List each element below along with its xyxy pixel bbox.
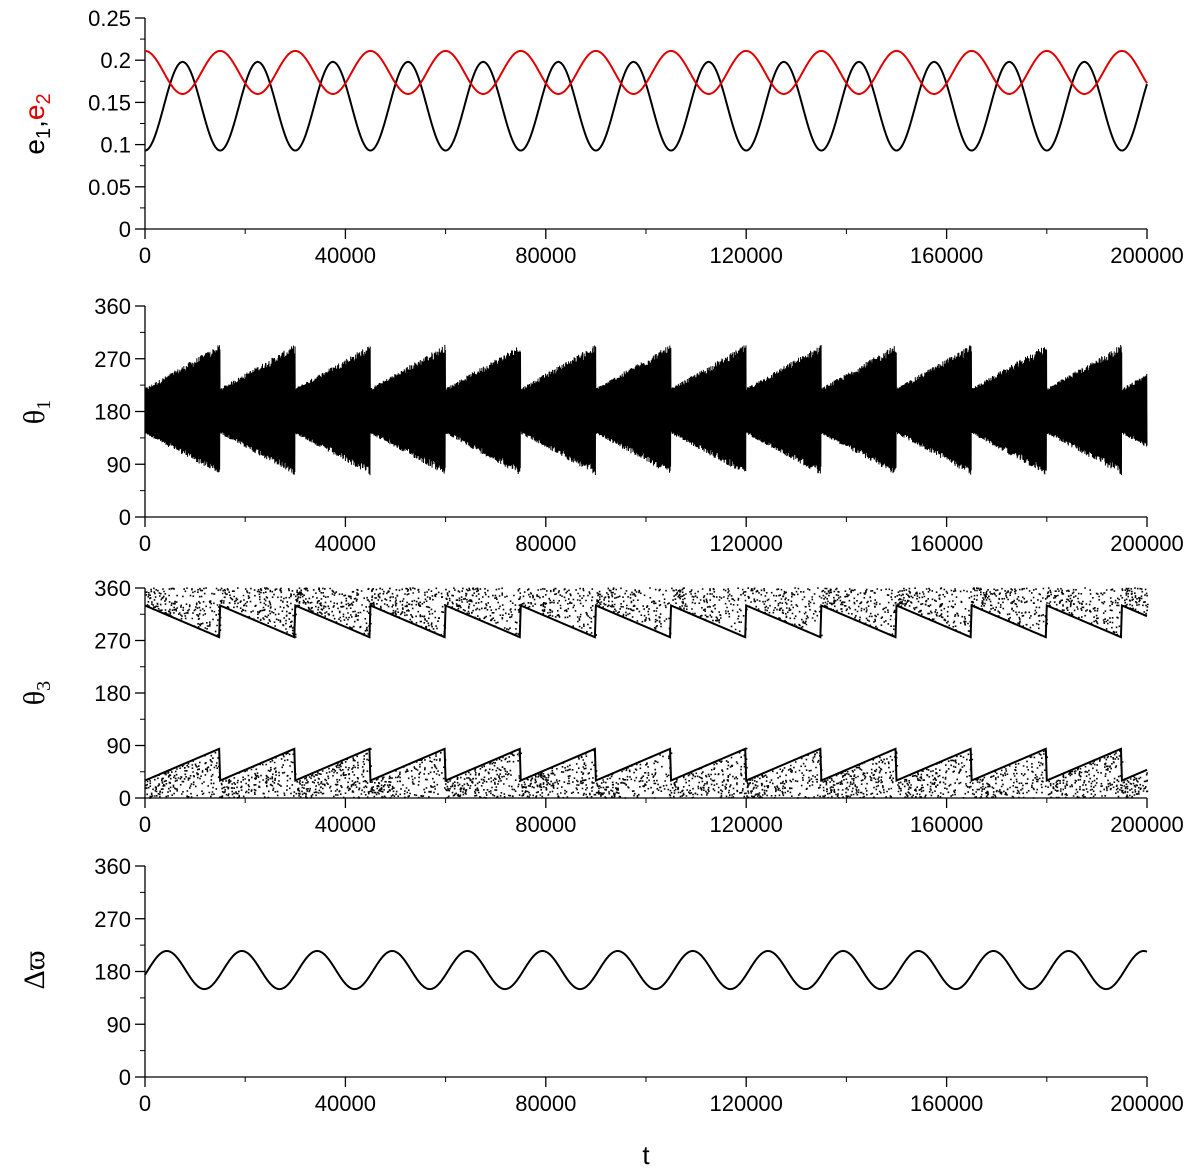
y-tick-label: 360 — [94, 294, 131, 319]
series-line-e2 — [144, 49, 1148, 95]
y-axis-label-delta-varpi: Δϖ — [18, 950, 51, 989]
y-tick-label: 180 — [94, 960, 131, 985]
series-line-delta-varpi — [144, 949, 1148, 991]
x-tick-label: 200000 — [1110, 243, 1183, 268]
y-tick-labels-theta1: 0 90 180 270 360 — [94, 294, 131, 530]
x-tick-label: 160000 — [910, 1091, 983, 1116]
y-axis-label-eccentricity: e1,e2 — [19, 93, 55, 154]
x-tick-label: 120000 — [709, 531, 782, 556]
y-tick-label: 180 — [94, 681, 131, 706]
panel-theta3: 0 90 180 270 360 0 40000 80000 120000 160000 2000… — [18, 576, 1184, 837]
axes-eccentricity — [135, 17, 1148, 239]
x-tick-labels-theta1: 0 40000 80000 120000 160000 200000 — [139, 531, 1184, 556]
y-axis-label-theta3: θ3 — [18, 681, 55, 705]
y-tick-label: 90 — [107, 452, 131, 477]
x-axis-label: t — [642, 1140, 650, 1170]
y-tick-label: 0 — [119, 505, 131, 530]
ylabel-e2-sub: 2 — [33, 93, 55, 104]
x-tick-label: 40000 — [315, 243, 376, 268]
x-tick-label: 200000 — [1110, 1091, 1183, 1116]
x-tick-label: 200000 — [1110, 531, 1183, 556]
y-tick-labels-theta3: 0 90 180 270 360 — [94, 576, 131, 811]
series-delta-varpi — [144, 949, 1148, 991]
x-tick-label: 120000 — [709, 1091, 782, 1116]
y-tick-label: 270 — [94, 629, 131, 654]
y-tick-labels-delta-varpi: 0 90 180 270 360 — [94, 854, 131, 1090]
y-tick-label: 90 — [107, 1012, 131, 1037]
series-theta3 — [144, 587, 1149, 799]
x-tick-label: 160000 — [910, 243, 983, 268]
x-tick-labels-eccentricity: 0 40000 80000 120000 160000 200000 — [139, 243, 1184, 268]
ylabel-theta3-sub: 3 — [33, 681, 55, 691]
ylabel-delta-varpi: Δϖ — [18, 950, 51, 989]
ylabel-theta1-base: θ — [18, 410, 51, 424]
x-tick-label: 80000 — [515, 243, 576, 268]
ylabel-e2-base: e — [19, 105, 50, 121]
y-tick-label: 360 — [94, 576, 131, 601]
x-tick-label: 0 — [139, 243, 151, 268]
series-line-e1 — [144, 60, 1148, 152]
x-tick-label: 40000 — [315, 1091, 376, 1116]
y-tick-label: 0.2 — [100, 48, 131, 73]
ylabel-theta3-base: θ — [18, 691, 51, 705]
ylabel-e1-sub: 1 — [33, 128, 55, 139]
series-edge-theta3 — [144, 604, 1148, 639]
panel-theta1: 0 90 180 270 360 0 40000 80000 120000 160000 2000… — [18, 294, 1184, 556]
panel-eccentricity: 0 0.05 0.1 0.15 0.2 0.25 0 40000 80000 120000 160… — [19, 6, 1184, 268]
series-eccentricity — [144, 49, 1148, 152]
y-tick-label: 0.1 — [100, 133, 131, 158]
ylabel-theta1-sub: 1 — [33, 400, 55, 410]
x-tick-label: 80000 — [515, 531, 576, 556]
y-tick-label: 0.05 — [88, 175, 131, 200]
x-tick-label: 160000 — [910, 531, 983, 556]
x-tick-label: 120000 — [709, 812, 782, 837]
series-theta1 — [144, 344, 1148, 476]
panel-delta-varpi: 0 90 180 270 360 0 40000 80000 120000 160000 2000… — [18, 854, 1184, 1170]
x-tick-label: 160000 — [910, 812, 983, 837]
x-tick-label: 120000 — [709, 243, 782, 268]
x-tick-label: 80000 — [515, 812, 576, 837]
x-tick-label: 40000 — [315, 812, 376, 837]
y-axis-label-theta1: θ1 — [18, 400, 55, 424]
x-tick-label: 200000 — [1110, 812, 1183, 837]
x-tick-labels-delta-varpi: 0 40000 80000 120000 160000 200000 — [139, 1091, 1184, 1116]
series-line-theta1 — [144, 344, 1148, 476]
y-tick-label: 0 — [119, 217, 131, 242]
y-tick-label: 270 — [94, 347, 131, 372]
y-tick-label: 90 — [107, 734, 131, 759]
x-tick-labels-theta3: 0 40000 80000 120000 160000 200000 — [139, 812, 1184, 837]
x-tick-label: 0 — [139, 812, 151, 837]
y-tick-label: 270 — [94, 907, 131, 932]
y-tick-labels-eccentricity: 0 0.05 0.1 0.15 0.2 0.25 — [88, 6, 131, 242]
x-tick-label: 0 — [139, 531, 151, 556]
y-tick-label: 0 — [119, 786, 131, 811]
axes-delta-varpi — [135, 865, 1148, 1087]
y-tick-label: 180 — [94, 400, 131, 425]
y-tick-label: 0.15 — [88, 90, 131, 115]
x-tick-label: 0 — [139, 1091, 151, 1116]
y-tick-label: 0 — [119, 1065, 131, 1090]
ylabel-comma: , — [19, 120, 50, 128]
series-edge-theta3 — [144, 747, 1148, 782]
ylabel-e1-base: e — [19, 139, 50, 155]
x-tick-label: 40000 — [315, 531, 376, 556]
x-tick-label: 80000 — [515, 1091, 576, 1116]
y-tick-label: 0.25 — [88, 6, 131, 31]
y-tick-label: 360 — [94, 854, 131, 879]
